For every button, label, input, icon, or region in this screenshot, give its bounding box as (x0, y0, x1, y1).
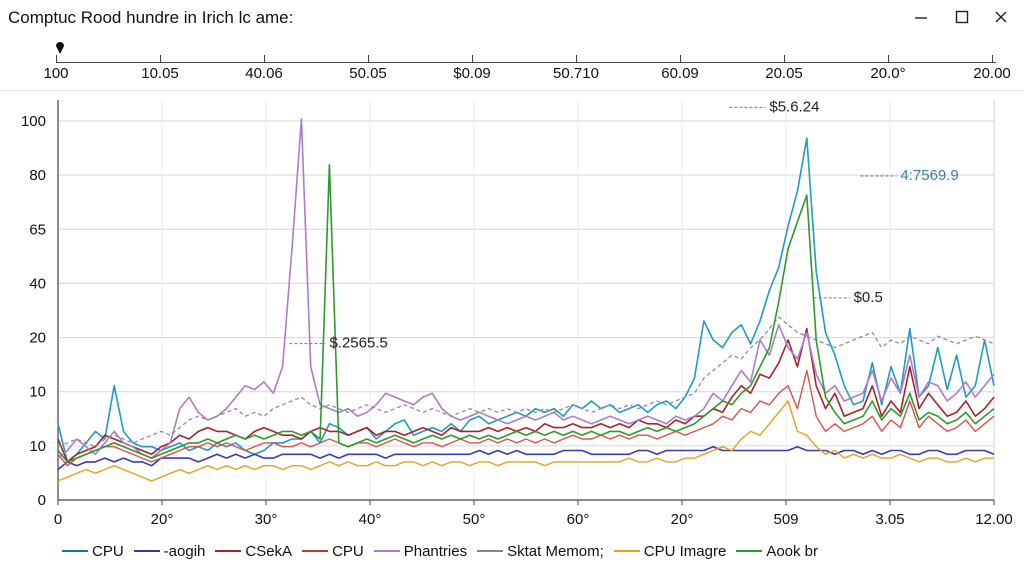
annotation-label: $5.6.24 (769, 98, 819, 115)
maximize-button[interactable] (945, 2, 979, 32)
legend-swatch (302, 550, 329, 552)
y-tick-label: 100 (21, 113, 46, 130)
series-line-6 (57, 400, 994, 482)
series-line-3 (57, 369, 995, 467)
series-line-2 (57, 327, 995, 463)
legend-swatch (62, 550, 88, 552)
top-axis-tick (368, 55, 369, 63)
legend-label: CPU (332, 542, 364, 560)
annotation-label: $0.5 (854, 289, 883, 306)
top-axis-tick (888, 55, 889, 63)
top-axis-label: 10.05 (141, 65, 179, 82)
annotation-label: $.2565.5 (329, 335, 387, 352)
x-tick-label: 40° (359, 511, 382, 528)
top-axis-tick (472, 55, 473, 63)
top-axis-label: 20.05 (765, 65, 803, 82)
legend-item[interactable]: CPU (302, 543, 364, 560)
x-tick-label: 509 (773, 511, 798, 528)
legend-label: Phantries (403, 542, 468, 560)
legend-item[interactable]: CSekA (215, 543, 292, 560)
legend-item[interactable]: Sktat Memom; (477, 543, 604, 560)
minimize-button[interactable] (904, 2, 938, 32)
window-title: Comptuc Rood hundre in Irich lc ame: (8, 8, 294, 27)
top-axis-tick (264, 55, 265, 63)
x-tick-label: 60° (567, 511, 590, 528)
legend-swatch (133, 550, 160, 552)
y-tick-label: 65 (29, 221, 46, 238)
top-axis-tick (680, 55, 681, 63)
series-line-4 (57, 118, 995, 459)
top-axis-label: 20.00 (973, 65, 1011, 82)
y-tick-label: 20 (29, 330, 46, 347)
series-line-7 (57, 164, 995, 463)
x-tick-label: 30° (255, 511, 278, 528)
top-axis-tick (160, 55, 161, 63)
y-tick-label: 0 (38, 492, 46, 509)
top-axis-label: 40.06 (245, 65, 283, 82)
legend-label: CPU Imagre (643, 542, 727, 560)
legend-label: Sktat Memom; (507, 542, 604, 560)
legend-item[interactable]: Phantries (373, 542, 468, 560)
series-line-1 (57, 445, 995, 471)
legend-swatch (613, 550, 640, 552)
x-tick-label: 0 (54, 511, 62, 528)
top-axis-label: 60.09 (661, 65, 699, 82)
x-tick-label: 50° (463, 511, 486, 528)
legend-label: Aook br (766, 542, 819, 560)
y-tick-label: 80 (29, 167, 46, 184)
legend-item[interactable]: CPU (62, 543, 124, 560)
minimize-icon (915, 17, 927, 19)
y-tick-label: 10 (29, 438, 46, 455)
top-axis-tick (576, 55, 577, 63)
divider (0, 90, 1024, 91)
legend-label: -aogih (163, 542, 206, 560)
x-tick-label: 12.00 (975, 511, 1013, 528)
y-tick-label: 40 (29, 275, 46, 292)
range-slider-handle[interactable] (55, 40, 65, 54)
legend-label: CSekA (245, 542, 293, 560)
top-axis-line (56, 62, 996, 63)
legend-swatch (477, 550, 504, 552)
top-axis-tick (56, 55, 57, 63)
legend-swatch (373, 550, 400, 552)
annotation-label: 4:7569.9 (900, 167, 958, 184)
legend-item[interactable]: Aook br (736, 543, 818, 560)
y-tick-label: 10 (29, 384, 46, 401)
legend-item[interactable]: CPU Imagre (613, 542, 727, 560)
close-icon (995, 11, 1007, 23)
close-button[interactable] (984, 2, 1018, 32)
legend-swatch (736, 550, 763, 552)
x-tick-label: 20° (671, 511, 694, 528)
top-axis-label: 100 (43, 65, 69, 82)
top-axis-tick (992, 55, 993, 63)
top-axis-label: $0.09 (453, 65, 491, 82)
legend-swatch (215, 550, 242, 552)
x-tick-label: 20° (151, 511, 174, 528)
legend-item[interactable]: -aogih (133, 542, 206, 560)
top-axis-label: 50.710 (553, 65, 599, 82)
legend-label: CPU (92, 542, 124, 560)
maximize-icon (955, 10, 969, 24)
top-axis-label: 50.05 (349, 65, 387, 82)
top-axis-tick (784, 55, 785, 63)
chart-legend: CPU -aogih CSekA CPU Phantries Sktat Memom; CP… (62, 540, 828, 562)
x-tick-label: 3.05 (875, 511, 904, 528)
title-bar: Comptuc Rood hundre in Irich lc ame: (0, 0, 1024, 36)
top-axis-label: 20.0° (870, 65, 906, 82)
